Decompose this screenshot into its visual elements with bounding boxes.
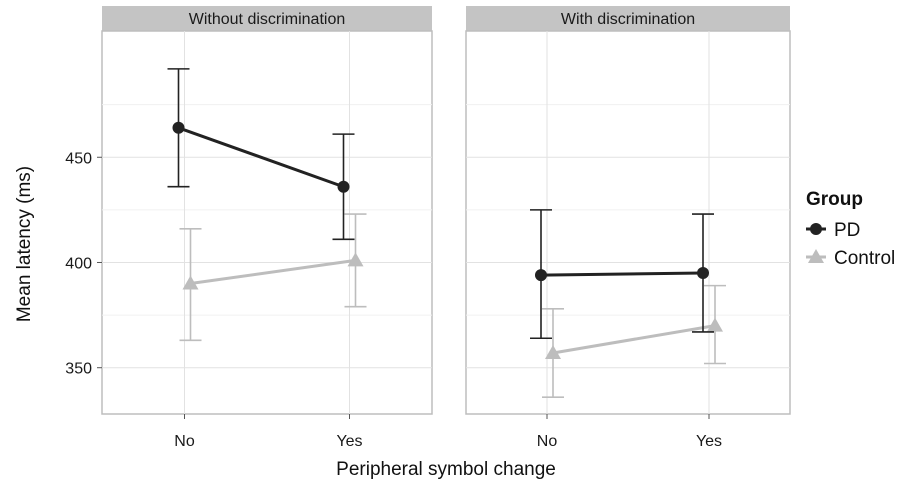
series-line [177, 126, 345, 189]
y-tick-label: 450 [65, 150, 92, 167]
panel-plot-area [465, 30, 791, 415]
panel-title: With discrimination [561, 11, 695, 28]
y-axis: 350 400 450 [65, 150, 102, 378]
panel-2: With discrimination No Yes [465, 6, 791, 450]
x-axis-title: Peripheral symbol change [336, 459, 556, 480]
data-point [347, 252, 364, 267]
y-tick-label: 400 [65, 255, 92, 272]
panel-plot-area [101, 30, 433, 415]
y-axis-title: Mean latency (ms) [14, 166, 35, 322]
data-point [337, 180, 350, 193]
x-tick-label: No [537, 433, 558, 450]
legend-label: Control [834, 248, 895, 269]
legend-entry-pd: PD [806, 220, 860, 241]
data-point [182, 275, 199, 290]
panel-strip [466, 6, 790, 31]
legend-entry-control: Control [806, 248, 895, 269]
series-line [552, 324, 716, 355]
panel-1: Without discrimination No Yes [101, 6, 433, 450]
series-control [179, 213, 367, 342]
data-point [707, 317, 723, 332]
y-tick-label: 350 [65, 361, 92, 378]
legend-entries: PD Control [806, 220, 895, 269]
legend-marker [810, 223, 822, 235]
data-point [172, 121, 185, 134]
x-tick-label: Yes [336, 433, 362, 450]
x-tick-label: No [174, 433, 195, 450]
series-line [540, 271, 704, 277]
data-point [545, 344, 561, 359]
legend-label: PD [834, 220, 860, 241]
series-control [542, 284, 726, 398]
series-pd [530, 209, 714, 340]
legend-marker [808, 249, 824, 263]
x-tick-label: Yes [696, 433, 722, 450]
panel-title: Without discrimination [189, 11, 346, 28]
data-point [697, 267, 709, 280]
data-point [535, 269, 547, 282]
legend: Group PD Control [806, 189, 895, 269]
series-line [190, 258, 356, 286]
series-pd [167, 68, 355, 241]
panel-strip [102, 6, 432, 31]
legend-title: Group [806, 189, 863, 210]
